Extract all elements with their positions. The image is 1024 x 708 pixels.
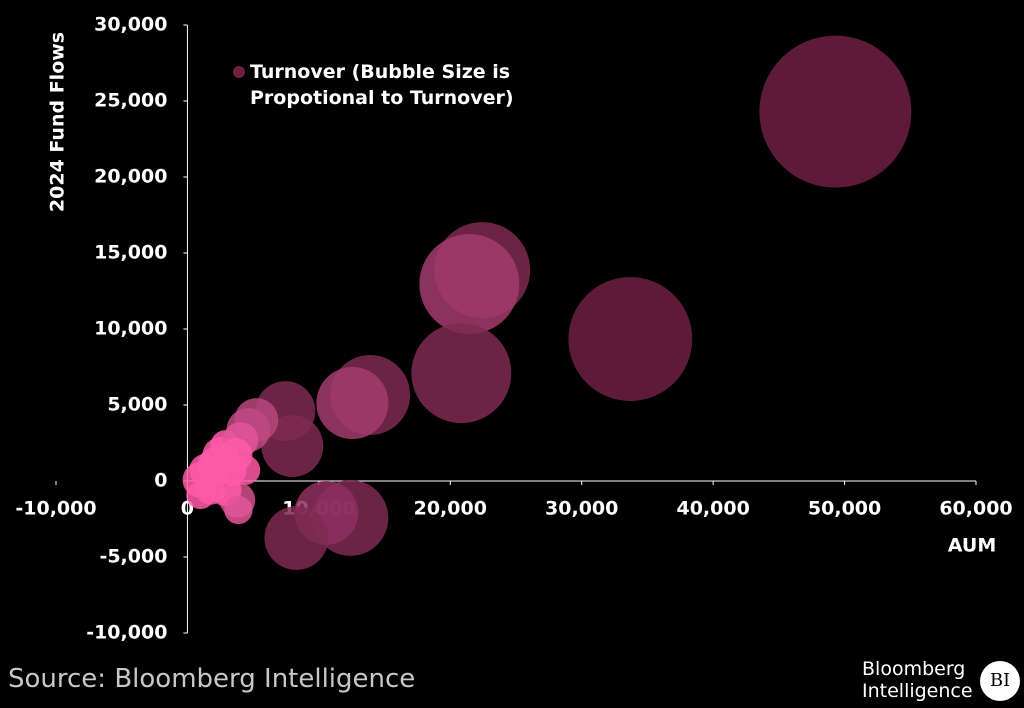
y-tick-label: 10,000 <box>94 318 167 340</box>
x-tick-label: 40,000 <box>676 498 749 520</box>
logo-line: Intelligence <box>862 680 973 702</box>
y-tick-label: 30,000 <box>94 14 167 36</box>
x-tick-label: 50,000 <box>808 498 881 520</box>
x-tick-label: 60,000 <box>939 498 1012 520</box>
bubble <box>568 277 693 401</box>
y-tick-label: -5,000 <box>99 546 167 568</box>
y-tick-label: 15,000 <box>94 242 167 264</box>
y-axis-title: 2024 Fund Flows <box>47 32 69 212</box>
y-tick-label: 0 <box>154 470 167 492</box>
logo: Bloomberg Intelligence <box>862 658 973 702</box>
y-tick-label: 25,000 <box>94 90 167 112</box>
bubble <box>316 366 389 440</box>
y-tick-label: -10,000 <box>86 622 167 644</box>
logo-badge: BI <box>980 661 1020 701</box>
x-tick-label: -10,000 <box>15 498 96 520</box>
bubble <box>224 495 253 525</box>
bubble <box>264 506 329 570</box>
legend-marker <box>233 66 245 78</box>
bubble <box>411 323 512 424</box>
bubble <box>230 455 261 485</box>
x-axis-title: AUM <box>948 535 996 557</box>
y-tick-label: 20,000 <box>94 166 167 188</box>
bubble <box>419 234 520 334</box>
x-tick-label: 20,000 <box>414 498 487 520</box>
source: Source: Bloomberg Intelligence <box>8 664 416 694</box>
legend-label: Turnover (Bubble Size is Propotional to … <box>250 61 514 109</box>
bubble <box>759 35 912 188</box>
y-tick-label: 5,000 <box>107 394 167 416</box>
x-tick-label: 30,000 <box>545 498 618 520</box>
legend: Turnover (Bubble Size is Propotional to … <box>250 59 570 111</box>
logo-line: Bloomberg <box>862 658 966 680</box>
